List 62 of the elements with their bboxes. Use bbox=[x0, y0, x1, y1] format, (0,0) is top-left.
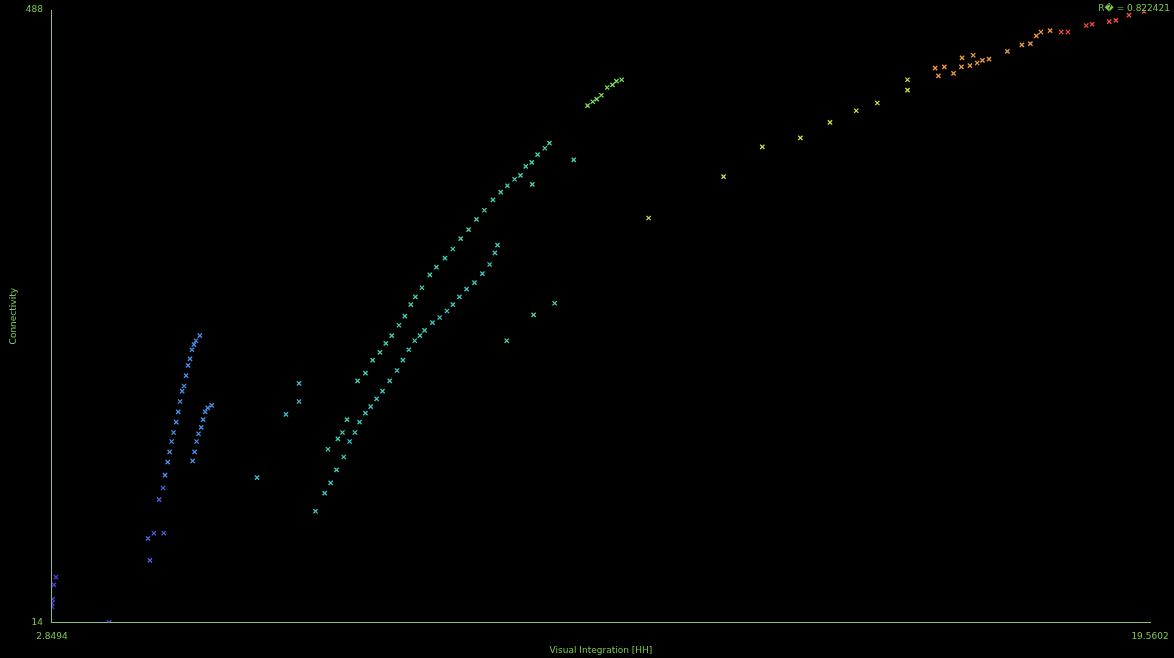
point bbox=[412, 294, 419, 300]
point bbox=[511, 176, 518, 183]
y-tick-label: 14 bbox=[31, 616, 44, 627]
point bbox=[959, 55, 965, 61]
point bbox=[1033, 33, 1040, 39]
point bbox=[950, 70, 957, 77]
point bbox=[195, 431, 202, 437]
point bbox=[534, 151, 541, 158]
point bbox=[436, 314, 443, 321]
point bbox=[204, 405, 211, 411]
point bbox=[354, 378, 361, 384]
point bbox=[473, 216, 480, 223]
point bbox=[593, 96, 600, 102]
point bbox=[335, 436, 341, 442]
y-axis-title: Connectivity bbox=[7, 287, 18, 345]
point bbox=[1047, 27, 1053, 34]
point bbox=[958, 64, 965, 70]
point bbox=[486, 261, 493, 268]
point bbox=[408, 301, 414, 308]
point bbox=[53, 574, 59, 580]
y-tick-label: 488 bbox=[25, 4, 44, 15]
point bbox=[456, 294, 463, 300]
point bbox=[419, 285, 425, 291]
point bbox=[570, 157, 577, 163]
point bbox=[383, 340, 389, 347]
point bbox=[720, 173, 727, 180]
point bbox=[450, 246, 456, 252]
point bbox=[481, 207, 488, 214]
point bbox=[151, 530, 157, 537]
point bbox=[1058, 29, 1065, 35]
point bbox=[168, 438, 175, 445]
point bbox=[523, 163, 529, 170]
point bbox=[156, 496, 162, 503]
point bbox=[517, 172, 524, 179]
point bbox=[388, 332, 395, 339]
annotation: R� = 0.822421 bbox=[1098, 1, 1170, 13]
x-tick-label: 2.8494 bbox=[36, 631, 68, 642]
point bbox=[396, 322, 402, 329]
point bbox=[1065, 29, 1071, 35]
point bbox=[312, 508, 319, 515]
point bbox=[941, 64, 948, 70]
point bbox=[166, 449, 173, 455]
point bbox=[340, 454, 347, 460]
point bbox=[164, 459, 171, 465]
x-axis-title: Visual Integration [HH] bbox=[549, 644, 653, 655]
point bbox=[986, 56, 992, 62]
point bbox=[198, 424, 204, 431]
point bbox=[369, 357, 376, 363]
point bbox=[528, 159, 535, 166]
point bbox=[1126, 12, 1132, 18]
point bbox=[321, 490, 328, 496]
point bbox=[904, 77, 911, 83]
point bbox=[1113, 17, 1119, 24]
point bbox=[1106, 18, 1113, 25]
point bbox=[162, 472, 168, 478]
point bbox=[193, 337, 199, 344]
point bbox=[346, 438, 353, 445]
point bbox=[429, 319, 436, 326]
point bbox=[974, 60, 980, 66]
point bbox=[471, 279, 478, 286]
point bbox=[51, 596, 56, 602]
x-tick-label: 19.5602 bbox=[1131, 631, 1169, 642]
